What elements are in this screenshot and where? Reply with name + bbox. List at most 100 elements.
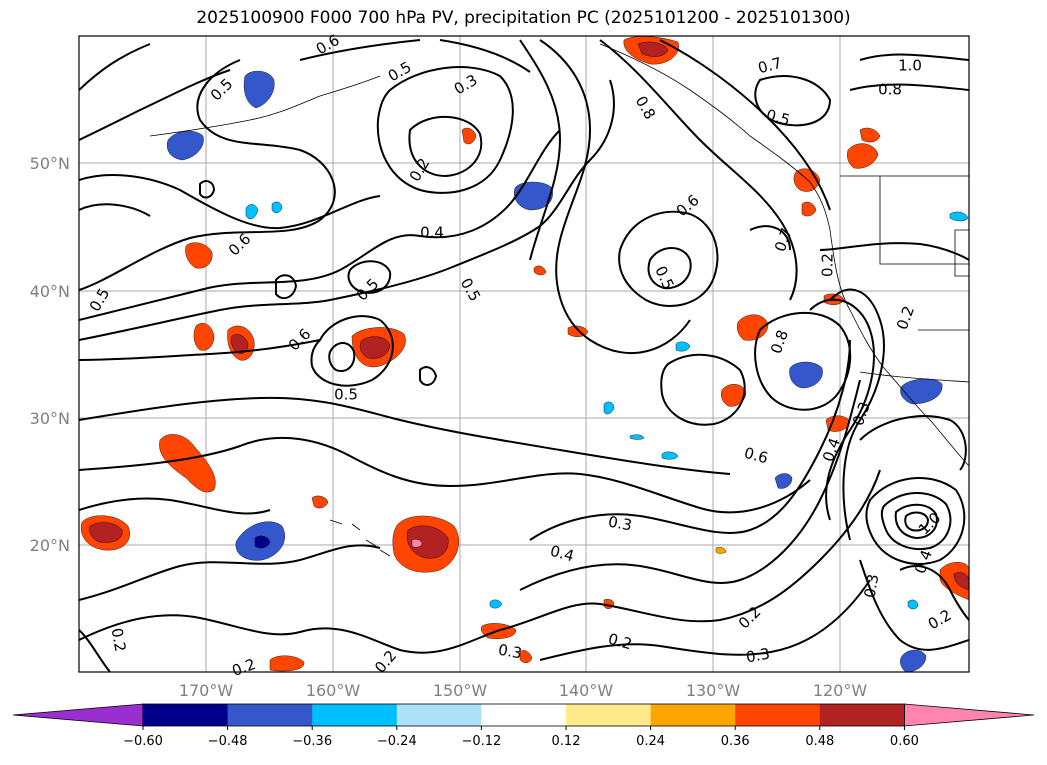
pv-contour-line <box>809 298 875 521</box>
pv-contour-line <box>865 477 966 565</box>
border-states <box>954 229 969 277</box>
pv-contour-line <box>647 247 692 290</box>
pv-contour-line <box>79 43 151 91</box>
lat-label-20n: 20°N <box>30 536 70 555</box>
colorbar-tick-label: 0.36 <box>721 734 750 749</box>
colorbar-tick-label: −0.12 <box>461 734 501 749</box>
pv-contour-line <box>749 225 791 251</box>
precip-pos-core <box>406 525 449 559</box>
precip-pos-patch <box>715 547 727 554</box>
pv-contour-line <box>754 312 852 411</box>
lon-label-170w: 170°W <box>179 681 234 700</box>
pv-contour-line <box>79 436 811 514</box>
lon-label-160w: 160°W <box>306 681 361 700</box>
pv-contour-line <box>79 396 731 475</box>
colorbar-tick-label: 0.60 <box>890 734 919 749</box>
precip-pos-patch <box>269 655 305 672</box>
pv-contour-line <box>79 614 501 654</box>
pv-contour-line <box>859 415 967 471</box>
pv-contour-line <box>660 353 746 426</box>
pv-contour-label: 0.6 <box>742 444 770 468</box>
colorbar: −0.60 −0.48 −0.36 −0.24 −0.12 0.12 0.24 0.36 0.4… <box>12 703 1035 749</box>
precip-neg-patch <box>629 434 645 440</box>
precip-neg-patch <box>675 341 691 352</box>
pv-contour-label: 0.5 <box>764 106 792 130</box>
pv-contour-line <box>299 39 421 61</box>
precip-pos-core <box>953 572 969 591</box>
border-states <box>879 176 969 265</box>
pv-contour-line <box>539 39 691 355</box>
precip-pos-patch <box>847 143 879 169</box>
precip-pos-patch <box>159 434 216 493</box>
pv-contour-line <box>899 565 969 621</box>
colorbar-swatch <box>650 704 736 726</box>
pv-contour-label: 0.3 <box>745 645 772 667</box>
pv-contour-line <box>849 83 969 91</box>
colorbar-tick-label: 0.24 <box>636 734 665 749</box>
pv-contour-label: 0.3 <box>497 641 524 663</box>
coastline-hawaii <box>329 519 391 557</box>
colorbar-tick-label: 0.12 <box>552 734 581 749</box>
pv-contour-line <box>79 544 381 601</box>
pv-contour-line <box>199 180 216 199</box>
pv-contour-line <box>79 203 151 217</box>
map-frame <box>78 35 970 673</box>
precip-neg-patch <box>789 361 823 389</box>
colorbar-swatch <box>566 704 652 726</box>
precip-pos-peak <box>411 539 423 548</box>
colorbar-swatch <box>143 704 229 726</box>
lat-label-50n: 50°N <box>30 154 70 173</box>
pv-contour-line <box>439 39 531 73</box>
colorbar-extend-low <box>12 703 144 727</box>
pv-contour-line <box>894 503 938 540</box>
pv-contour-label: 0.3 <box>861 573 883 600</box>
pv-contour-line <box>819 242 969 261</box>
precip-pos-patch <box>193 323 215 351</box>
colorbar-swatch <box>227 704 313 726</box>
precip-neg-patch <box>245 204 259 220</box>
colorbar-tick-label: −0.36 <box>292 734 332 749</box>
pv-contour-line <box>376 66 514 194</box>
pv-contour-label: 0.5 <box>334 386 358 404</box>
precip-pos-core <box>359 336 391 359</box>
precip-neg-patch <box>243 70 275 109</box>
pv-contour-label: 0.2 <box>108 627 130 654</box>
pv-contour-label: 0.7 <box>756 54 784 78</box>
colorbar-swatch <box>481 704 567 726</box>
colorbar-swatch <box>396 704 482 726</box>
precip-neg-patch <box>900 649 927 672</box>
pv-contour-line <box>618 210 719 307</box>
precip-pos-patch <box>533 265 547 276</box>
pv-contour-line <box>79 129 561 321</box>
map-area <box>79 36 969 672</box>
pv-contour-label: 0.2 <box>819 253 837 277</box>
pv-contour-line <box>408 116 483 178</box>
colorbar-tick-label: −0.48 <box>208 734 248 749</box>
precip-neg-patch <box>514 181 553 211</box>
lat-label-40n: 40°N <box>30 282 70 301</box>
precip-pos-patch <box>461 127 477 145</box>
pv-contour-line <box>529 339 851 541</box>
precip-neg-patch <box>489 599 503 609</box>
lon-label-150w: 150°W <box>433 681 488 700</box>
colorbar-frame <box>142 703 905 727</box>
pv-contour-line <box>419 366 438 386</box>
colorbar-extend-high <box>904 703 1035 727</box>
colorbar-swatch <box>312 704 398 726</box>
precip-neg-patch <box>661 451 679 460</box>
chart-title: 2025100900 F000 700 hPa PV, precipitatio… <box>196 8 851 28</box>
pv-contour-line <box>880 491 952 550</box>
precip-neg-patch <box>774 473 793 489</box>
precip-pos-patch <box>185 242 213 269</box>
coastline-aleutians <box>149 75 381 137</box>
colorbar-swatch <box>735 704 821 726</box>
pv-contour-line <box>328 342 356 372</box>
coastlines <box>149 43 969 557</box>
pv-contour-label: 1.0 <box>898 57 922 75</box>
precip-neg-patch <box>907 599 919 610</box>
lon-label-130w: 130°W <box>686 681 741 700</box>
precip-neg-patch <box>949 211 969 222</box>
precip-neg-patch <box>271 201 283 213</box>
pv-contour-line <box>859 559 969 651</box>
precip-shading <box>80 36 969 672</box>
